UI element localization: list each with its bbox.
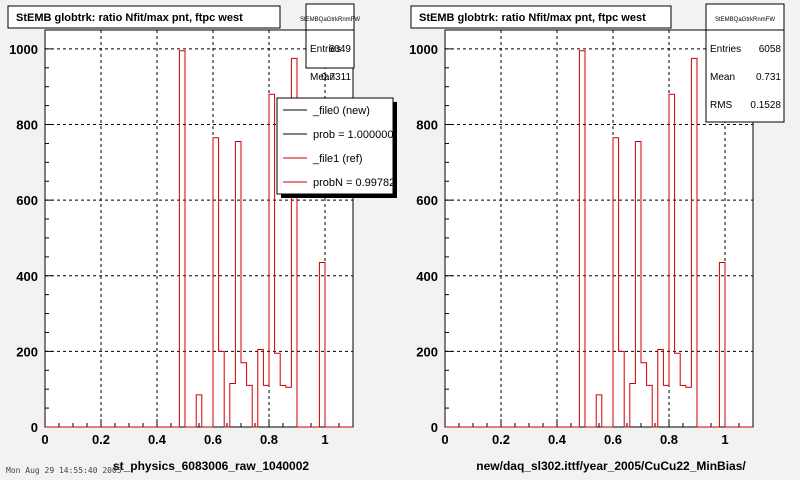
chart0-legend-label: prob = 1.000000 xyxy=(313,129,393,141)
chart0-y-tick-label: 200 xyxy=(16,344,38,359)
chart0-legend-label: probN = 0.997822 xyxy=(313,177,401,189)
chart1-title-box xyxy=(410,5,672,29)
chart0-legend-label: _file0 (new) xyxy=(312,105,370,117)
chart1-x-tick-label: 0.4 xyxy=(548,432,567,447)
chart0-plot-area xyxy=(44,29,354,428)
chart0-stats-box xyxy=(305,3,355,69)
chart0-x-tick-label: 0.2 xyxy=(92,432,110,447)
chart1-y-tick-label: 400 xyxy=(416,269,438,284)
chart0-x-axis-label: st_physics_6083006_raw_1040002 xyxy=(113,459,309,473)
chart1-stats-value: 0.731 xyxy=(756,72,781,83)
chart1-plot-area xyxy=(444,29,754,428)
chart0-title-box xyxy=(7,5,281,29)
chart0-y-tick-label: 0 xyxy=(31,420,38,435)
chart0-histogram-series xyxy=(45,50,353,428)
chart1-stats-name: StEMBQaGtrkRnmFW xyxy=(715,17,775,23)
chart1-y-tick-label: 800 xyxy=(416,118,438,133)
chart1-y-tick-label: 0 xyxy=(431,420,438,435)
chart1-x-tick-label: 0 xyxy=(441,432,448,447)
chart1-stats-label: Entries xyxy=(710,44,741,55)
chart1-stats-label: Mean xyxy=(710,72,735,83)
chart0-y-tick-label: 1000 xyxy=(9,42,38,57)
chart1-title: StEMB globtrk: ratio Nfit/max pnt, ftpc … xyxy=(419,12,646,24)
chart1-x-axis-label: new/daq_sl302.ittf/year_2005/CuCu22_MinB… xyxy=(476,459,746,473)
chart1-stats-value: 6058 xyxy=(759,44,782,55)
chart1-histogram-series xyxy=(445,50,753,428)
chart0-x-tick-label: 0.8 xyxy=(260,432,278,447)
chart0-stats-name: StEMBQaGtrkRnmFW xyxy=(300,17,360,23)
chart0-stats-value: 0.7311 xyxy=(321,72,351,83)
chart1-stats-box xyxy=(705,3,785,123)
chart0-y-tick-label: 600 xyxy=(16,193,38,208)
chart0-y-tick-label: 400 xyxy=(16,269,38,284)
chart0-legend: _file0 (new) prob = 1.000000 _file1 (ref) p… xyxy=(283,105,401,189)
chart0-stats-value: 6049 xyxy=(329,44,352,55)
chart0-x-tick-label: 0 xyxy=(41,432,48,447)
chart1-y-tick-label: 600 xyxy=(416,193,438,208)
chart1-x-tick-label: 0.2 xyxy=(492,432,510,447)
chart0-y-tick-label: 800 xyxy=(16,118,38,133)
chart0-x-tick-label: 0.4 xyxy=(148,432,167,447)
chart1-x-tick-label: 1 xyxy=(721,432,728,447)
chart1-x-tick-label: 0.6 xyxy=(604,432,622,447)
chart1-x-tick-label: 0.8 xyxy=(660,432,678,447)
chart0-title: StEMB globtrk: ratio Nfit/max pnt, ftpc … xyxy=(16,12,243,24)
chart1-y-tick-label: 200 xyxy=(416,344,438,359)
chart0-stats-label: Mean xyxy=(310,72,335,83)
chart0-legend-label: _file1 (ref) xyxy=(312,153,363,165)
chart0-x-tick-label: 0.6 xyxy=(204,432,222,447)
chart1-stats-label: RMS xyxy=(710,100,733,111)
chart0-x-tick-label: 1 xyxy=(321,432,328,447)
chart1-stats-value: 0.1528 xyxy=(750,100,781,111)
chart0-stats-label: Entries xyxy=(310,44,341,55)
footer-timestamp: Mon Aug 29 14:55:40 2005 xyxy=(6,466,122,475)
chart1-y-tick-label: 1000 xyxy=(409,42,438,57)
chart0-legend-box xyxy=(276,97,394,195)
